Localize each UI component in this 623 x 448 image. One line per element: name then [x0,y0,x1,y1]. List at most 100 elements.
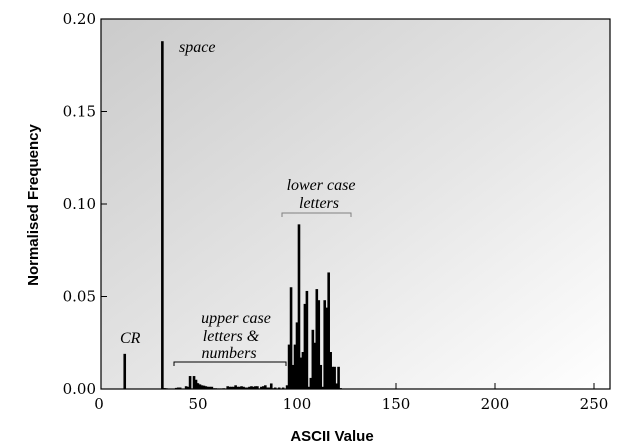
annotation-upper-case-3: numbers [201,345,256,362]
bar [200,385,204,389]
bar [275,388,279,390]
bar [319,364,323,389]
bar [271,388,275,389]
bar [123,353,127,389]
bar [248,386,251,389]
plot-area [100,18,611,390]
bar [273,387,277,389]
bar [313,342,317,389]
bar [285,385,289,389]
bar [266,387,269,389]
bar [190,388,194,390]
bar [252,386,255,389]
bar [240,386,243,389]
bar [236,386,239,389]
annotation-lower-case-2: letters [299,195,339,212]
annotation-upper-case-2: letters & [203,328,260,345]
bar [188,376,192,389]
bar [208,386,212,389]
x-tick-label: 250 [580,395,609,413]
bar [323,300,327,389]
bar [192,376,196,389]
x-axis-title: ASCII Value [290,428,373,445]
bar [315,289,319,389]
bar [161,41,164,389]
x-tick-label: 0 [94,395,104,413]
annotation-cr: CR [120,330,141,347]
bar [250,386,253,389]
x-tick-label: 150 [382,395,411,413]
bar [226,386,229,389]
bar [230,386,233,389]
bar [327,272,330,389]
bar [267,387,271,389]
bar [246,387,249,389]
y-tick-label: 0.00 [63,380,96,398]
y-tick-label: 0.10 [63,195,96,213]
bar [291,364,295,389]
bar [212,388,216,389]
bar [262,386,265,389]
bar [269,383,273,389]
bar [256,386,259,389]
bar [301,352,305,389]
lower-case-bracket [281,212,352,217]
bar [289,287,293,389]
bar [218,388,222,390]
bar [206,386,210,389]
x-tick-label: 50 [188,395,207,413]
bar [339,388,342,389]
bar [176,387,180,389]
bar [335,383,338,389]
bar [281,387,285,389]
y-axis-title: Normalised Frequency [25,123,42,285]
bar [277,387,281,389]
bar [287,344,291,389]
bar [258,388,261,390]
bar [198,384,202,390]
y-tick-label: 0.05 [63,288,96,306]
upper-case-bracket [173,361,287,366]
bar [178,387,182,389]
bar [163,388,166,389]
x-tick-label: 200 [481,395,510,413]
x-tick-label: 100 [283,395,312,413]
bar [264,385,267,389]
bar [228,386,231,389]
bar [204,386,208,389]
bar [295,322,299,389]
bar [210,386,214,389]
bar [186,386,190,389]
y-tick-label: 0.15 [63,103,96,121]
bar [299,357,303,389]
bar [222,388,226,389]
bar [254,386,257,389]
bar [293,344,297,389]
bar [305,290,309,389]
bar [194,379,198,389]
bar [260,386,263,389]
bar [311,329,315,389]
y-axis-ticks: 0.00 0.05 0.10 0.15 0.20 [63,10,107,398]
bar [242,386,245,389]
bar [174,387,178,389]
bar-series [123,41,342,390]
bar [244,387,247,389]
bar [216,388,220,390]
y-tick-label: 0.20 [63,10,96,28]
bar [325,307,328,389]
bar [331,366,334,389]
bar [184,386,188,389]
bar [309,377,313,389]
bar [333,366,336,389]
bar [232,386,235,389]
bar [234,385,237,389]
bar [202,385,206,389]
bar [321,386,325,389]
bar [238,386,241,389]
bar [220,388,224,390]
bar [297,224,301,389]
bar [337,366,340,389]
bar [317,300,321,389]
